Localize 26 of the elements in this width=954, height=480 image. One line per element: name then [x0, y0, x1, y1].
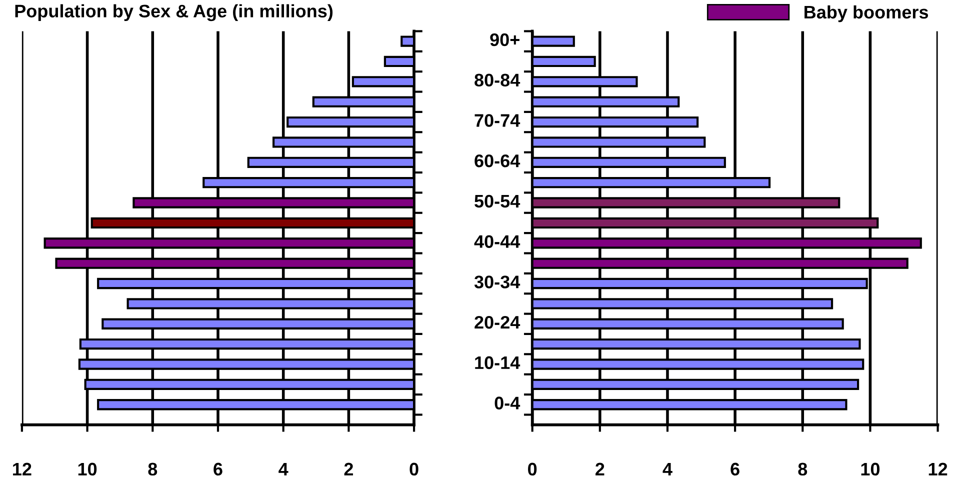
y-tick-label: 70-74	[474, 114, 520, 127]
y-tick-label: 10-14	[475, 356, 520, 370]
y-tick-label: 0-4	[494, 396, 520, 410]
x-tick-label: 12	[928, 462, 948, 476]
x-tick-label: 12	[13, 462, 32, 476]
y-tick-label: 30-34	[474, 276, 520, 288]
y-tick-label: 50-54	[474, 194, 520, 208]
y-tick-label: 90+	[490, 33, 520, 46]
chart-title: Population by Sex & Age (in millions)	[15, 4, 333, 22]
x-tick-label: 4	[662, 462, 672, 476]
x-tick-label: 0	[410, 462, 418, 476]
x-tick-label: 0	[528, 462, 537, 476]
x-tick-label: 10	[861, 462, 880, 476]
x-tick-label: 2	[344, 462, 353, 476]
y-tick-label: 20-24	[474, 316, 520, 329]
x-tick-label: 4	[278, 462, 288, 476]
y-tick-label: 40-44	[474, 235, 520, 248]
y-tick-label: 80-84	[474, 74, 520, 87]
y-tick-label: 60-64	[474, 154, 520, 168]
x-tick-label: 8	[798, 462, 808, 476]
x-tick-label: 6	[214, 462, 222, 476]
x-tick-label: 8	[148, 462, 158, 476]
legend-label: Baby boomers	[804, 5, 928, 22]
x-tick-label: 10	[78, 462, 97, 476]
x-tick-label: 2	[596, 462, 604, 476]
x-tick-label: 6	[730, 462, 740, 476]
